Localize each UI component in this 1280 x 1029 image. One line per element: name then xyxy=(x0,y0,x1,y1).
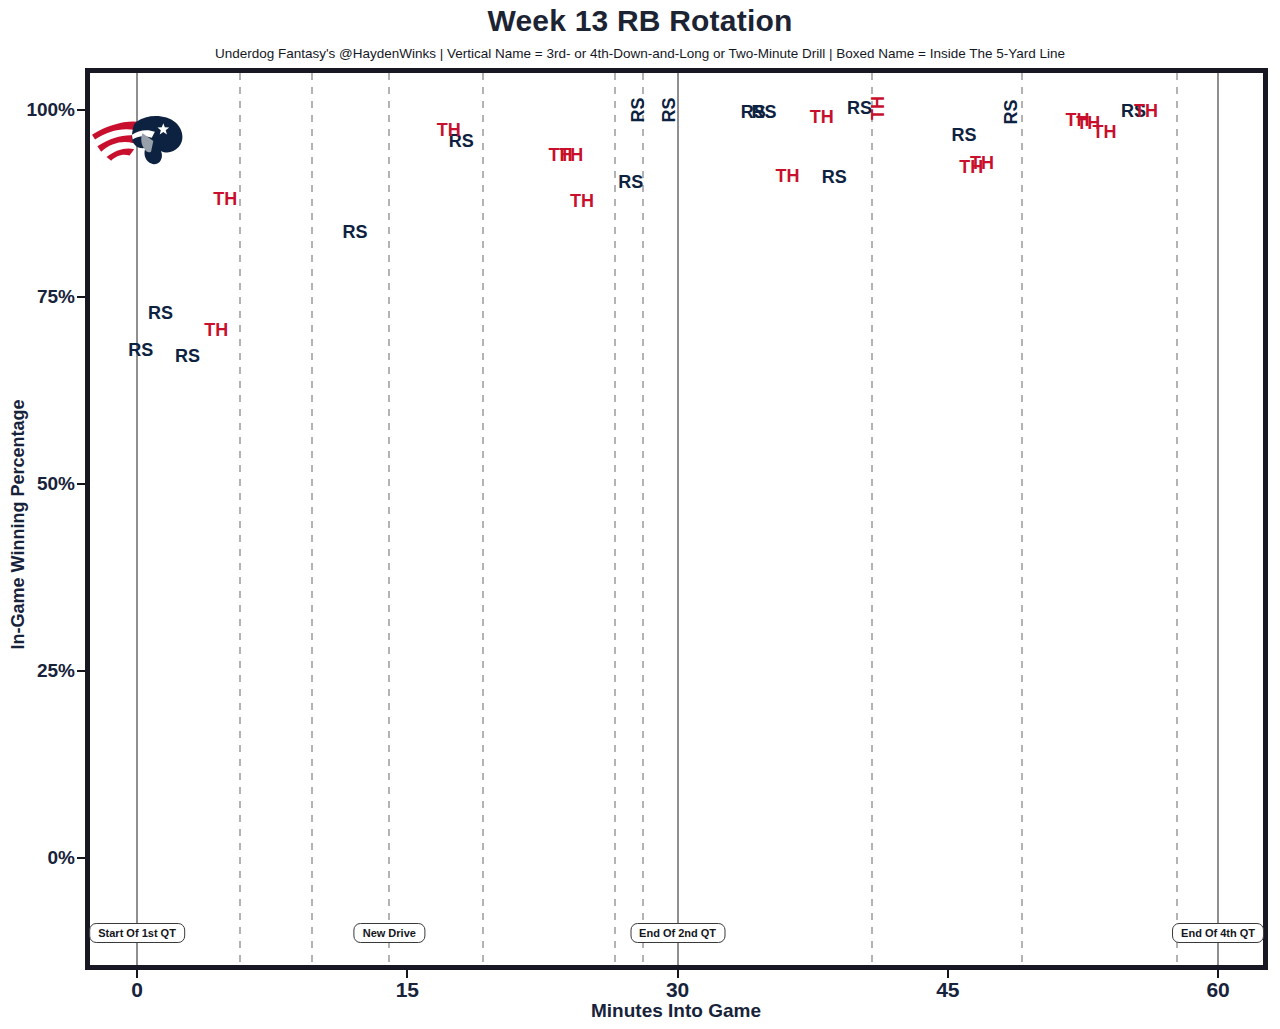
quarter-annotation-box: End Of 2nd QT xyxy=(630,923,725,943)
x-tick-label: 15 xyxy=(396,978,419,1002)
x-tick-mark xyxy=(136,970,138,978)
new-drive-annotation-box: New Drive xyxy=(354,923,425,943)
y-tick-mark xyxy=(77,857,85,859)
point-label-th: TH xyxy=(970,154,994,172)
point-label-rs: RS xyxy=(175,347,200,365)
y-tick-label: 50% xyxy=(37,473,75,495)
chart-subtitle: Underdog Fantasy's @HaydenWinks | Vertic… xyxy=(0,46,1280,61)
point-label-th: TH xyxy=(775,167,799,185)
y-axis-title: In-Game Winning Percentage xyxy=(8,385,29,665)
point-label-th: TH xyxy=(869,96,887,120)
point-label-rs: RS xyxy=(1002,100,1020,125)
point-label-th: TH xyxy=(1134,102,1158,120)
point-label-rs: RS xyxy=(752,103,777,121)
point-label-rs: RS xyxy=(343,223,368,241)
point-label-rs: RS xyxy=(128,341,153,359)
y-tick-mark xyxy=(77,109,85,111)
x-tick-label: 30 xyxy=(666,978,689,1002)
chart-title: Week 13 RB Rotation xyxy=(0,4,1280,38)
point-label-th: TH xyxy=(570,192,594,210)
x-tick-mark xyxy=(947,970,949,978)
y-tick-label: 100% xyxy=(26,99,75,121)
point-label-th: TH xyxy=(437,121,461,139)
x-tick-label: 0 xyxy=(131,978,143,1002)
y-tick-mark xyxy=(77,670,85,672)
patriots-logo-icon xyxy=(92,114,184,174)
point-label-th: TH xyxy=(810,108,834,126)
point-label-rs: RS xyxy=(822,168,847,186)
chart-page: Week 13 RB Rotation Underdog Fantasy's @… xyxy=(0,0,1280,1029)
x-tick-mark xyxy=(677,970,679,978)
x-axis-title: Minutes Into Game xyxy=(0,1000,1280,1022)
point-label-th: TH xyxy=(559,146,583,164)
point-label-rs: RS xyxy=(660,98,678,123)
y-tick-label: 75% xyxy=(37,286,75,308)
point-label-rs: RS xyxy=(952,126,977,144)
point-label-rs: RS xyxy=(618,173,643,191)
y-tick-mark xyxy=(77,483,85,485)
quarter-annotation-box: Start Of 1st QT xyxy=(89,923,185,943)
x-tick-mark xyxy=(406,970,408,978)
point-label-rs: RS xyxy=(629,98,647,123)
y-tick-label: 25% xyxy=(37,660,75,682)
y-tick-mark xyxy=(77,296,85,298)
x-tick-label: 60 xyxy=(1206,978,1229,1002)
y-tick-label: 0% xyxy=(48,847,75,869)
x-tick-mark xyxy=(1217,970,1219,978)
point-label-rs: RS xyxy=(148,304,173,322)
point-label-th: TH xyxy=(213,190,237,208)
point-label-th: TH xyxy=(1093,123,1117,141)
point-label-th: TH xyxy=(204,321,228,339)
x-tick-label: 45 xyxy=(936,978,959,1002)
plot-border xyxy=(85,68,1268,970)
quarter-annotation-box: End Of 4th QT xyxy=(1172,923,1264,943)
